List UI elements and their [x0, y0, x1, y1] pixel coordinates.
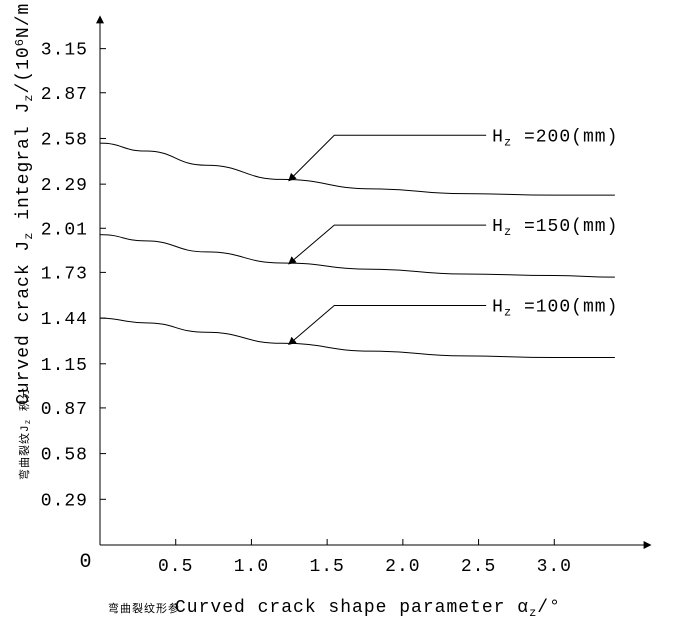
y-tick-label: 3.15	[41, 41, 88, 61]
series-Hz200	[100, 143, 615, 195]
x-tick-label: 1.5	[309, 557, 344, 577]
y-tick-label: 1.44	[41, 310, 88, 330]
series-Hz150	[100, 235, 615, 278]
y-tick-label: 2.58	[41, 130, 88, 150]
line-chart: 0.5 1.0 1.5 2.0 2.5 3.0 0.29 0.58 0.87 1.15 1.44 1.…	[0, 0, 676, 636]
x-tick-label: 2.5	[461, 557, 496, 577]
svg-text:Curved crack Jz integral Jz/(1: Curved crack Jz integral Jz/(106N/m)	[13, 0, 35, 405]
xlabel-en: Curved crack shape parameter αz/°	[175, 598, 561, 620]
origin-label: 0	[79, 551, 92, 574]
y-tick-label: 0.87	[41, 400, 88, 420]
y-tick-label: 1.15	[41, 356, 88, 376]
y-tick-label: 1.73	[41, 264, 88, 284]
series-label-Hz200: Hz =200(mm)	[492, 127, 618, 149]
series-Hz100	[100, 318, 615, 357]
y-tick-label: 2.87	[41, 85, 88, 105]
x-tick-label: 0.5	[158, 557, 193, 577]
series-label-Hz100: Hz =100(mm)	[492, 297, 618, 319]
callout-Hz100	[289, 305, 486, 343]
x-tick-label: 1.0	[234, 557, 269, 577]
callout-Hz200	[289, 135, 486, 180]
y-tick-label: 0.58	[41, 446, 88, 466]
y-tick-label: 2.01	[41, 220, 88, 240]
callout-Hz150	[289, 225, 486, 263]
series-label-Hz150: Hz =150(mm)	[492, 217, 618, 239]
x-tick-label: 2.0	[385, 557, 420, 577]
y-tick-label: 2.29	[41, 176, 88, 196]
xlabel-cn: 弯曲裂纹形参	[108, 601, 180, 616]
x-tick-label: 3.0	[537, 557, 572, 577]
y-tick-label: 0.29	[41, 491, 88, 511]
ylabel: 弯曲裂纹Jz 积分Curved crack Jz integral Jz/(10…	[13, 0, 35, 480]
